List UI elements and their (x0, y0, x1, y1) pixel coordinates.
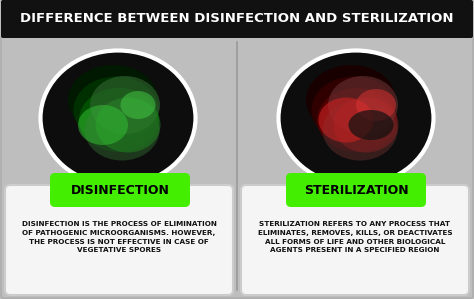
Ellipse shape (311, 77, 396, 144)
FancyBboxPatch shape (1, 0, 473, 38)
Ellipse shape (306, 65, 396, 135)
Ellipse shape (328, 76, 398, 134)
Text: DIFFERENCE BETWEEN DISINFECTION AND STERILIZATION: DIFFERENCE BETWEEN DISINFECTION AND STER… (20, 13, 454, 25)
Ellipse shape (319, 97, 374, 143)
Ellipse shape (78, 105, 128, 145)
Ellipse shape (68, 65, 158, 135)
FancyBboxPatch shape (241, 185, 469, 295)
Ellipse shape (90, 76, 160, 134)
Text: STERILIZATION: STERILIZATION (304, 184, 408, 196)
Text: STERILIZATION REFERS TO ANY PROCESS THAT
ELIMINATES, REMOVES, KILLS, OR DEACTIVA: STERILIZATION REFERS TO ANY PROCESS THAT… (258, 220, 452, 254)
Text: DISINFECTION: DISINFECTION (71, 184, 169, 196)
Ellipse shape (322, 100, 398, 161)
Ellipse shape (73, 77, 158, 144)
Ellipse shape (356, 89, 396, 121)
Ellipse shape (317, 88, 397, 152)
Ellipse shape (120, 91, 155, 119)
FancyBboxPatch shape (50, 173, 190, 207)
FancyBboxPatch shape (286, 173, 426, 207)
Ellipse shape (334, 97, 399, 152)
Ellipse shape (348, 110, 393, 140)
Ellipse shape (40, 51, 195, 185)
Ellipse shape (79, 88, 159, 152)
Ellipse shape (279, 51, 434, 185)
Text: DISINFECTION IS THE PROCESS OF ELIMINATION
OF PATHOGENIC MICROORGANISMS. HOWEVER: DISINFECTION IS THE PROCESS OF ELIMINATI… (21, 220, 217, 254)
Ellipse shape (84, 100, 159, 161)
FancyBboxPatch shape (5, 185, 233, 295)
FancyBboxPatch shape (1, 36, 473, 298)
Ellipse shape (95, 97, 161, 152)
